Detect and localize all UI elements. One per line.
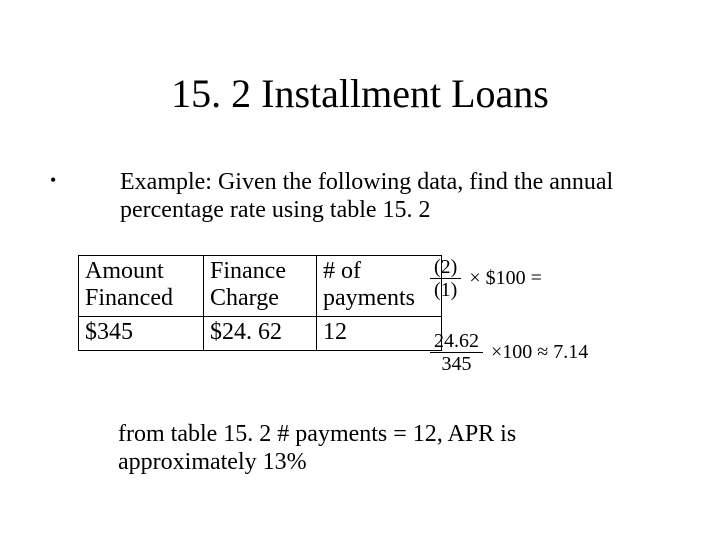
table-header-cell: Finance Charge — [204, 256, 317, 317]
table-header-cell: # of payments — [317, 256, 442, 317]
fraction-numerator: (2) — [430, 256, 461, 279]
example-text: Example: Given the following data, find … — [78, 168, 638, 225]
slide-title: 15. 2 Installment Loans — [0, 70, 720, 117]
slide: 15. 2 Installment Loans • Example: Given… — [0, 0, 720, 540]
fraction-numerator: 24.62 — [430, 330, 483, 353]
fraction-denominator: 345 — [430, 353, 483, 375]
formula-numeric: 24.62 345 ×100 ≈ 7.14 — [430, 330, 591, 375]
example-bullet: • Example: Given the following data, fin… — [78, 168, 638, 225]
conclusion-text: from table 15. 2 # payments = 12, APR is… — [118, 420, 638, 477]
formula-generic: (2) (1) × $100 = — [430, 256, 545, 301]
table-cell: $345 — [79, 316, 204, 350]
data-table: Amount Financed Finance Charge # of paym… — [78, 255, 442, 351]
fraction: 24.62 345 — [430, 330, 483, 375]
bullet-icon: • — [50, 170, 56, 191]
table-cell: $24. 62 — [204, 316, 317, 350]
table-cell: 12 — [317, 316, 442, 350]
formula-tail: × $100 = — [466, 267, 545, 290]
fraction-denominator: (1) — [430, 279, 461, 301]
table-header-row: Amount Financed Finance Charge # of paym… — [79, 256, 442, 317]
formula-tail: ×100 ≈ 7.14 — [488, 341, 591, 364]
table-header-cell: Amount Financed — [79, 256, 204, 317]
fraction: (2) (1) — [430, 256, 461, 301]
table-data-row: $345 $24. 62 12 — [79, 316, 442, 350]
